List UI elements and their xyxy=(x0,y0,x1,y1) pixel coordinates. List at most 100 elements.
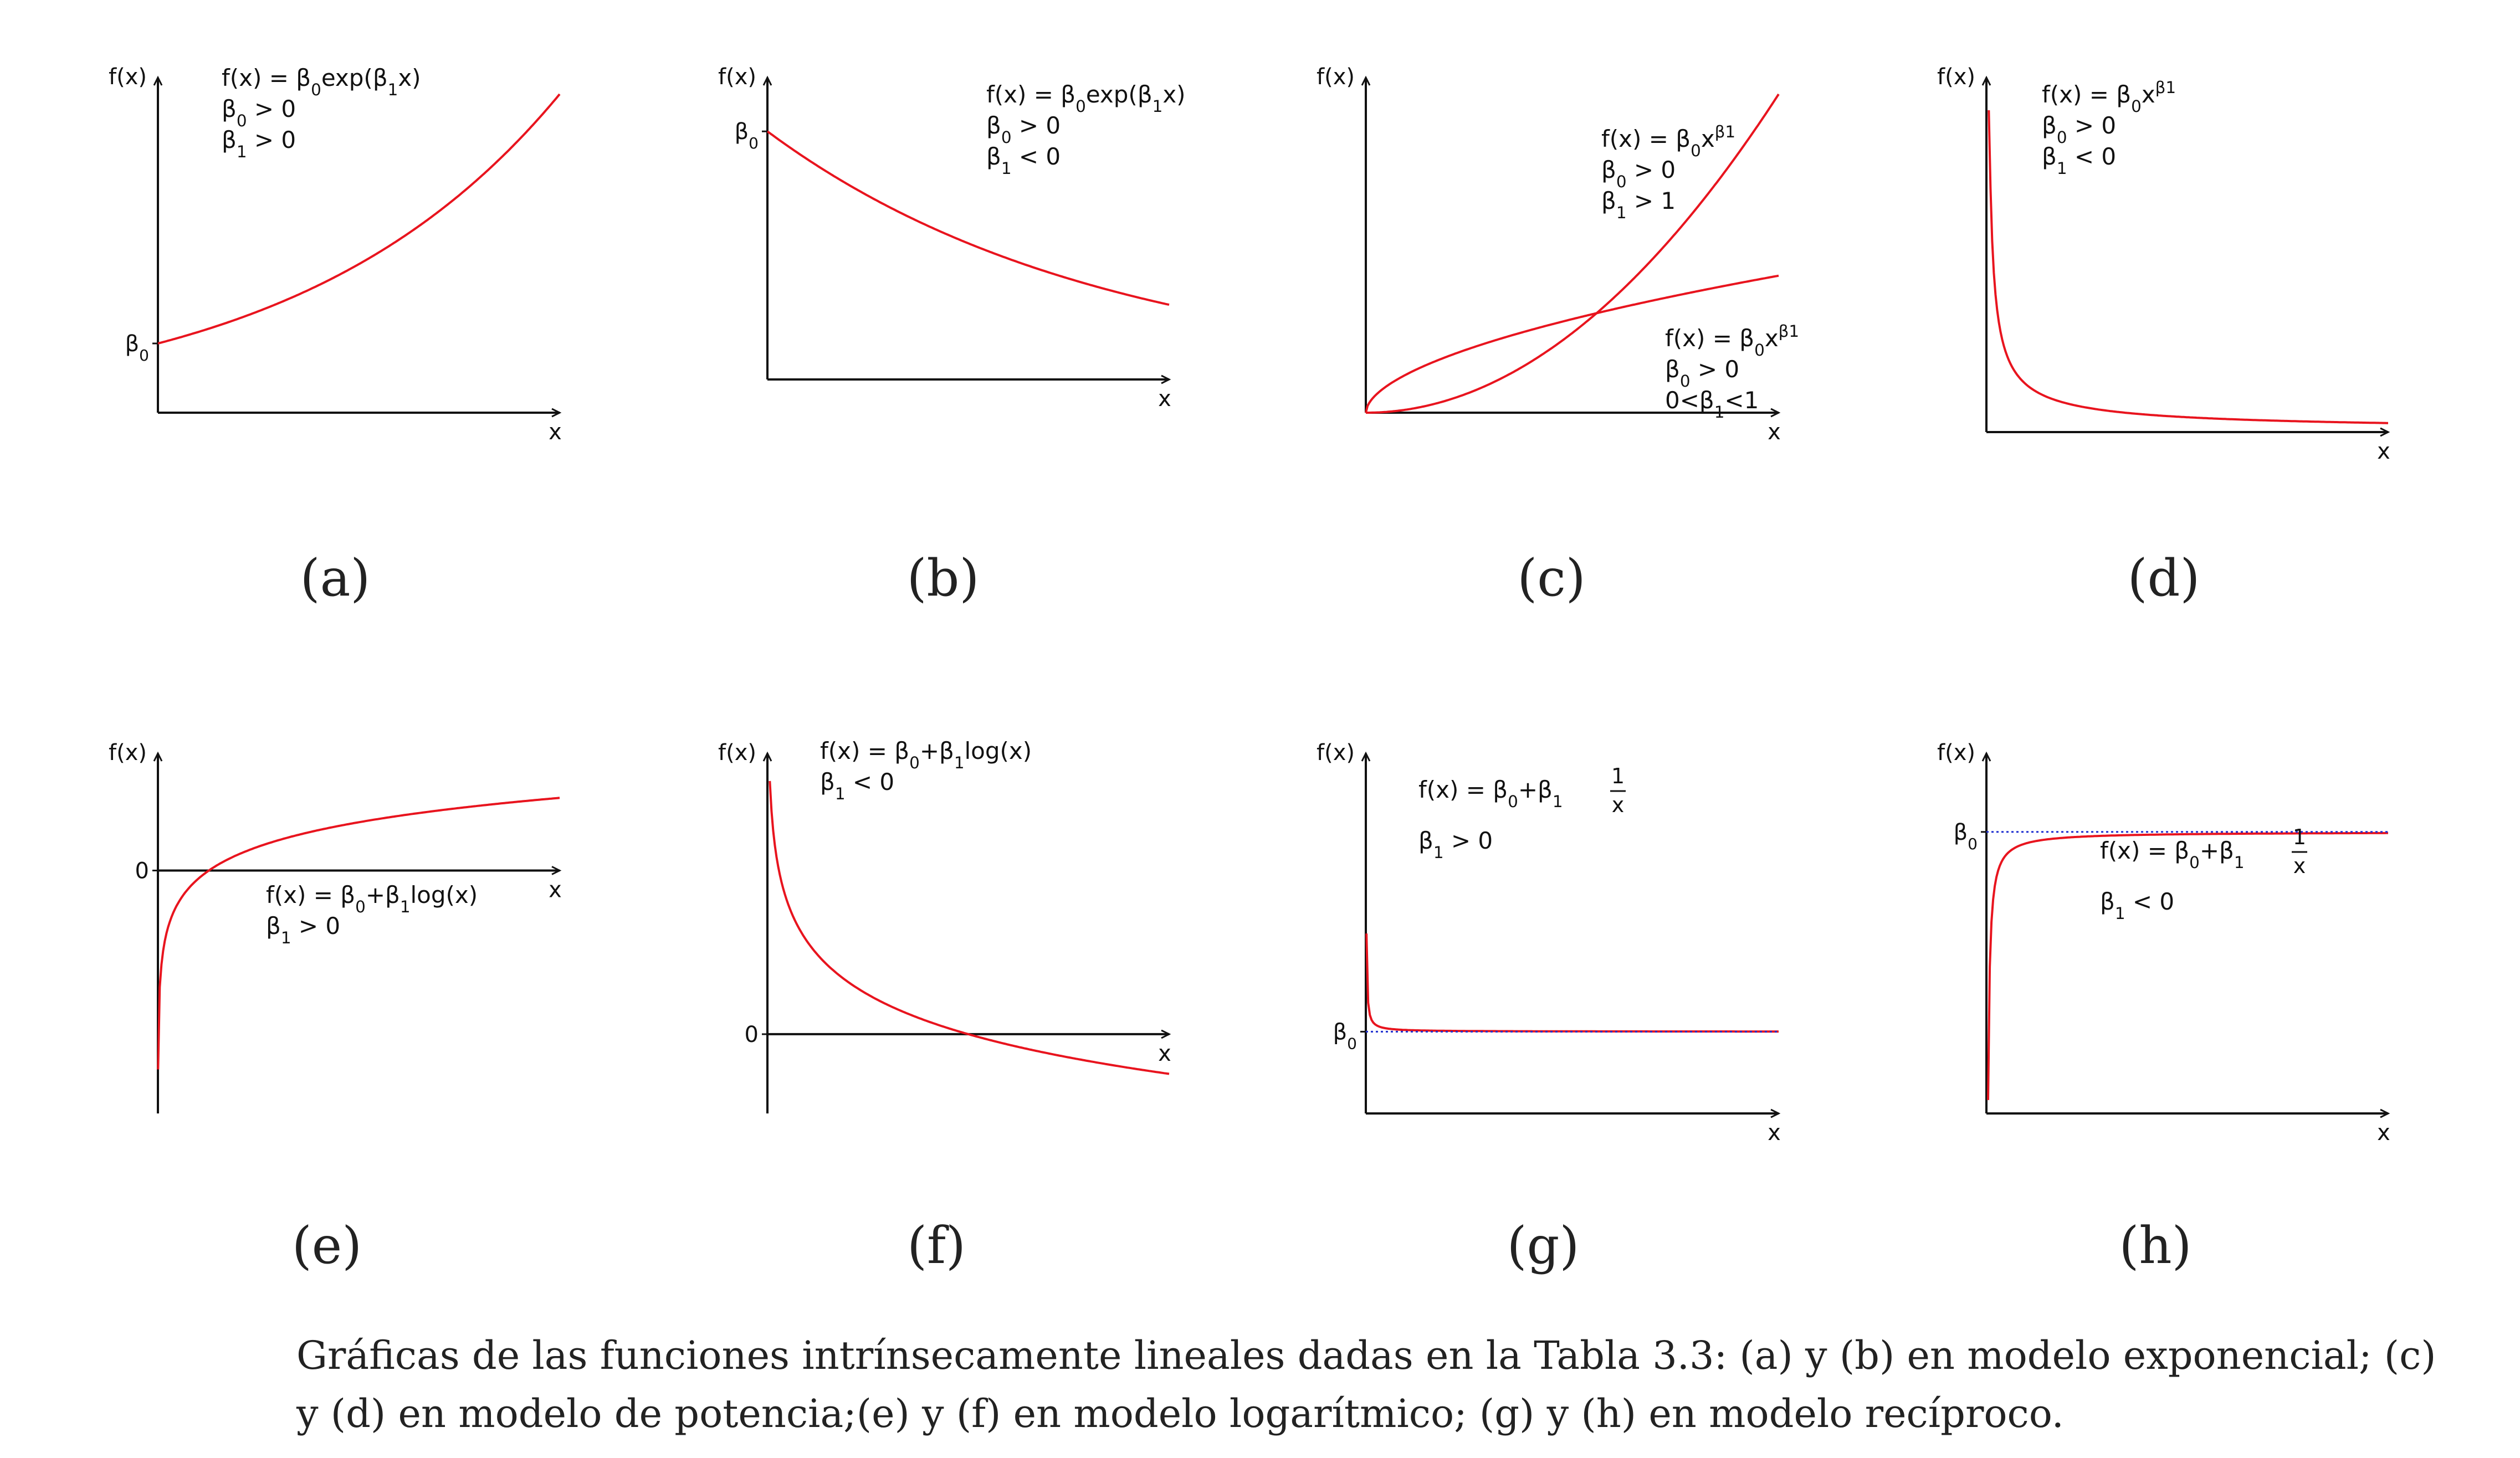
y-axis-arrow xyxy=(153,75,163,86)
annotation-line: f(x) = β0+β1log(x) xyxy=(266,881,478,916)
annotation-line: f(x) = β0xβ1 xyxy=(1601,122,1735,160)
series-curve-1 xyxy=(769,781,1170,1075)
x-axis-label: x xyxy=(2377,439,2390,464)
x-axis-label: x xyxy=(1768,1120,1781,1146)
x-axis-label: x xyxy=(549,419,562,445)
annotation-line: f(x) = β0+β1 xyxy=(2100,837,2245,872)
subcaption-g: (g) xyxy=(1507,1216,1580,1275)
subcaption-a: (a) xyxy=(300,548,371,608)
x-axis-label: x xyxy=(549,877,562,902)
x-axis-arrow xyxy=(1161,1029,1171,1039)
y-axis-arrow xyxy=(762,75,772,86)
fraction-denominator: x xyxy=(2293,854,2306,878)
annotation-line: β1 > 0 xyxy=(1418,827,1493,862)
annotation: f(x) = β0+β1 β1 > 0 1 x xyxy=(1418,764,1626,862)
series-curve-1 xyxy=(1366,93,1780,414)
series-curve-1 xyxy=(1988,110,2388,424)
series-curve-2 xyxy=(1365,274,1779,413)
annotation: f(x) = β0exp(β1x)β0 > 0β1 > 0 xyxy=(222,64,421,161)
y-tick-label: β0 xyxy=(1954,820,1978,853)
annotation-line: β1 > 1 xyxy=(1601,187,1676,222)
chart-panel-b: f(x) x β0 f(x) = β0exp(β1x)β0 > 0β1 < 0 xyxy=(718,64,1186,412)
annotation-line: β1 < 0 xyxy=(2042,143,2116,178)
annotation-line: β0 > 0 xyxy=(2042,112,2116,147)
y-tick-label: β0 xyxy=(125,331,149,364)
subcaption-h: (h) xyxy=(2119,1216,2192,1275)
y-tick-label: 0 xyxy=(745,1022,759,1048)
y-axis-label: f(x) xyxy=(1937,740,1975,766)
subcaption-f: (f) xyxy=(907,1216,966,1275)
annotation-line: β0 > 0 xyxy=(222,95,296,130)
y-axis-label: f(x) xyxy=(109,740,147,766)
x-axis-arrow xyxy=(1770,408,1781,418)
y-tick-label: β0 xyxy=(735,119,759,152)
annotation-line: β1 < 0 xyxy=(986,143,1061,178)
annotation-line: f(x) = β0+β1 xyxy=(1418,776,1563,811)
subcaption-b: (b) xyxy=(906,548,980,608)
x-axis-arrow xyxy=(2380,1108,2390,1118)
y-axis-arrow xyxy=(1981,751,1991,762)
series-curve-1 xyxy=(1365,933,1779,1033)
x-axis-label: x xyxy=(1768,419,1781,445)
y-axis-label: f(x) xyxy=(718,64,756,90)
annotation-line: β0 > 0 xyxy=(1601,156,1676,191)
x-axis-label: x xyxy=(1158,1041,1171,1066)
annotation-line: β0 > 0 xyxy=(1665,356,1739,391)
series-curve-1 xyxy=(157,797,560,1070)
chart-panel-g: f(x) x β0 f(x) = β0+β1 β1 > 0 1 x xyxy=(1317,740,1781,1146)
x-axis-arrow xyxy=(1770,1108,1781,1118)
annotation: f(x) = β0exp(β1x)β0 > 0β1 < 0 xyxy=(986,81,1186,178)
annotation-line: f(x) = β0exp(β1x) xyxy=(986,81,1186,116)
annotation-line: β1 < 0 xyxy=(820,768,894,803)
annotation-line: f(x) = β0xβ1 xyxy=(1665,322,1799,360)
x-axis-arrow xyxy=(551,866,562,875)
chart-panel-e: f(x) x 0 f(x) = β0+β1log(x)β1 > 0 xyxy=(109,740,562,1113)
chart-panel-f: f(x) x 0 f(x) = β0+β1log(x)β1 < 0 xyxy=(718,737,1171,1113)
subcaption-e: (e) xyxy=(291,1216,362,1275)
y-axis-arrow xyxy=(1981,75,1991,86)
subcaption-c: (c) xyxy=(1517,548,1586,608)
annotation-line: β1 > 0 xyxy=(222,126,296,161)
figure-caption: Gráficas de las funciones intrínsecament… xyxy=(296,1333,2436,1436)
x-axis-label: x xyxy=(1158,386,1171,412)
annotation-line: f(x) = β0exp(β1x) xyxy=(222,64,421,99)
x-axis-arrow xyxy=(551,408,562,418)
annotation: f(x) = β0+β1 β1 < 0 1 x xyxy=(2100,825,2307,923)
series-curve-1 xyxy=(766,130,1170,306)
chart-panel-h: f(x) x β0 f(x) = β0+β1 β1 < 0 1 x xyxy=(1937,740,2390,1146)
chart-panel-a: f(x) x β0 f(x) = β0exp(β1x)β0 > 0β1 > 0 xyxy=(109,64,562,445)
y-axis-label: f(x) xyxy=(718,740,756,766)
y-axis-arrow xyxy=(762,751,772,762)
annotation-line: 0<β1<1 xyxy=(1665,387,1759,422)
x-axis-label: x xyxy=(2377,1120,2390,1146)
x-axis-arrow xyxy=(2380,427,2390,437)
annotation: f(x) = β0+β1log(x)β1 > 0 xyxy=(266,881,478,947)
annotation: f(x) = β0+β1log(x)β1 < 0 xyxy=(820,737,1032,803)
y-axis-arrow xyxy=(1361,75,1371,86)
fraction-numerator: 1 xyxy=(1611,764,1625,788)
fraction-numerator: 1 xyxy=(2293,825,2306,849)
y-tick-label: 0 xyxy=(135,858,149,884)
annotation-line: f(x) = β0xβ1 xyxy=(2042,78,2176,116)
y-axis-label: f(x) xyxy=(1317,64,1355,90)
annotation-line: f(x) = β0+β1log(x) xyxy=(820,737,1032,772)
subcaption-d: (d) xyxy=(2127,548,2200,608)
series-curve-1 xyxy=(157,93,561,345)
annotation-line: β1 > 0 xyxy=(266,912,340,947)
fraction-denominator: x xyxy=(1612,793,1625,817)
y-axis-arrow xyxy=(153,751,163,762)
annotation-line: β0 > 0 xyxy=(986,112,1061,147)
y-axis-label: f(x) xyxy=(1317,740,1355,766)
x-axis-arrow xyxy=(1161,374,1171,384)
y-axis-label: f(x) xyxy=(1937,64,1975,90)
annotation-line: β1 < 0 xyxy=(2100,888,2174,923)
series-curve-1 xyxy=(1987,831,2388,1100)
y-axis-label: f(x) xyxy=(109,64,147,90)
y-axis-arrow xyxy=(1361,751,1371,762)
y-tick-label: β0 xyxy=(1333,1019,1357,1053)
